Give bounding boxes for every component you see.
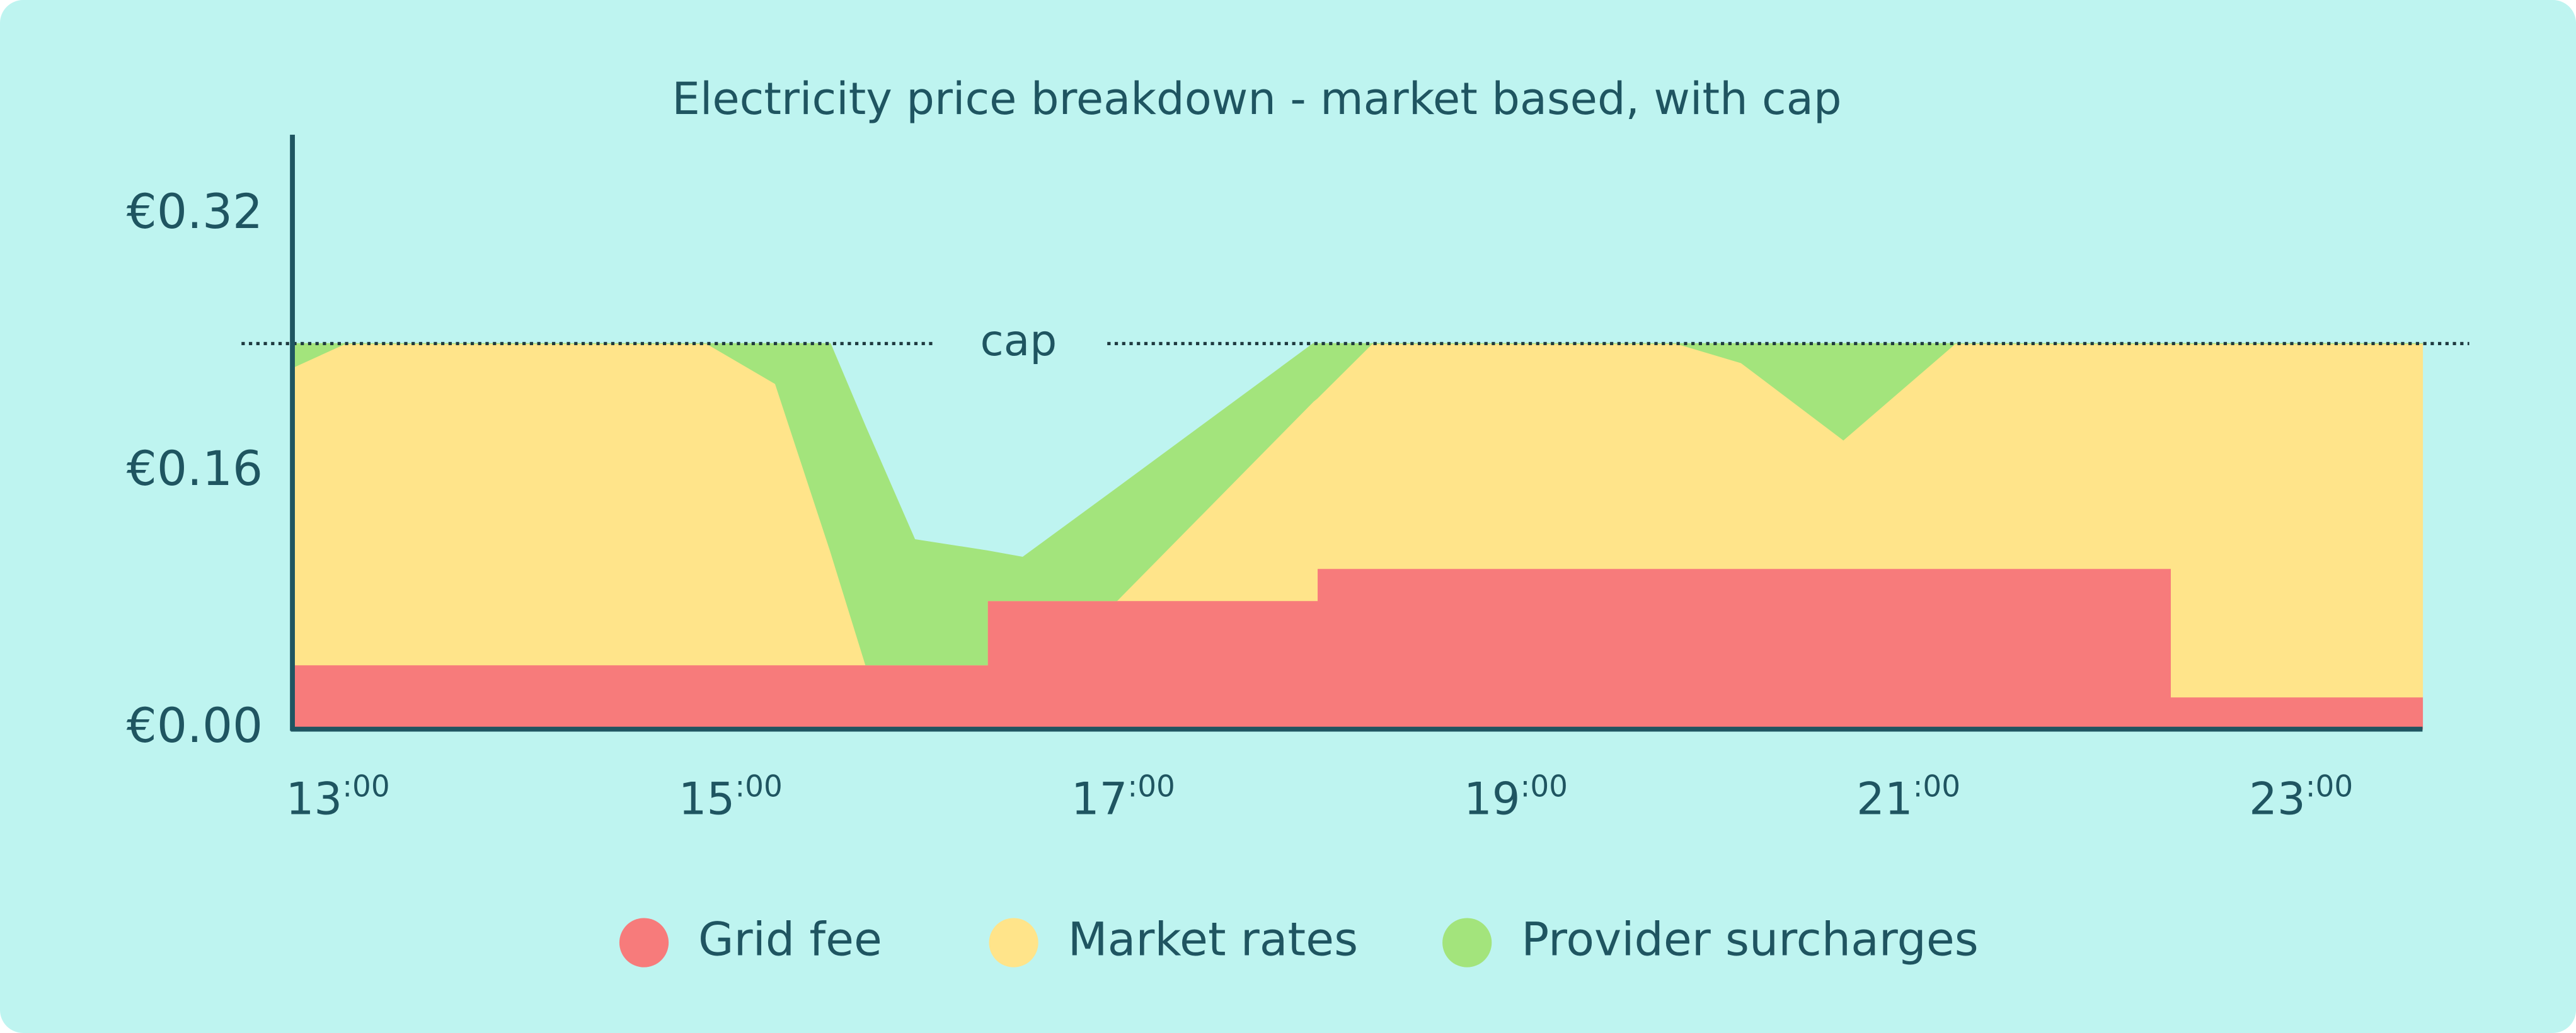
y-tick-label: €0.32 xyxy=(127,184,263,239)
x-tick-minute: :00 xyxy=(1127,769,1175,804)
x-tick-label: 23:00 xyxy=(2249,769,2353,825)
cap-label: cap xyxy=(980,316,1057,365)
x-tick-label: 19:00 xyxy=(1464,769,1568,825)
chart-title: Electricity price breakdown - market bas… xyxy=(672,73,1841,125)
legend-swatch xyxy=(1442,918,1492,967)
x-tick-hour: 15 xyxy=(679,773,735,825)
x-tick-minute: :00 xyxy=(1521,769,1568,804)
x-tick-hour: 13 xyxy=(286,773,343,825)
x-tick-hour: 17 xyxy=(1071,773,1128,825)
legend-label: Provider surcharges xyxy=(1521,913,1979,967)
x-tick-minute: :00 xyxy=(342,769,390,804)
x-tick-minute: :00 xyxy=(735,769,782,804)
legend-swatch xyxy=(989,918,1038,967)
legend-label: Market rates xyxy=(1068,913,1358,967)
x-tick-hour: 19 xyxy=(1464,773,1521,825)
legend-swatch xyxy=(619,918,669,967)
x-tick-hour: 21 xyxy=(1856,773,1913,825)
x-tick-label: 17:00 xyxy=(1071,769,1175,825)
y-tick-label: €0.00 xyxy=(127,698,263,753)
x-tick-hour: 23 xyxy=(2249,773,2306,825)
x-tick-minute: :00 xyxy=(2306,769,2353,804)
x-tick-label: 15:00 xyxy=(679,769,783,825)
x-tick-label: 21:00 xyxy=(1856,769,1960,825)
x-tick-label: 13:00 xyxy=(286,769,390,825)
legend-label: Grid fee xyxy=(698,913,882,967)
x-tick-minute: :00 xyxy=(1913,769,1961,804)
area xyxy=(292,343,2423,666)
y-tick-label: €0.16 xyxy=(127,441,263,496)
